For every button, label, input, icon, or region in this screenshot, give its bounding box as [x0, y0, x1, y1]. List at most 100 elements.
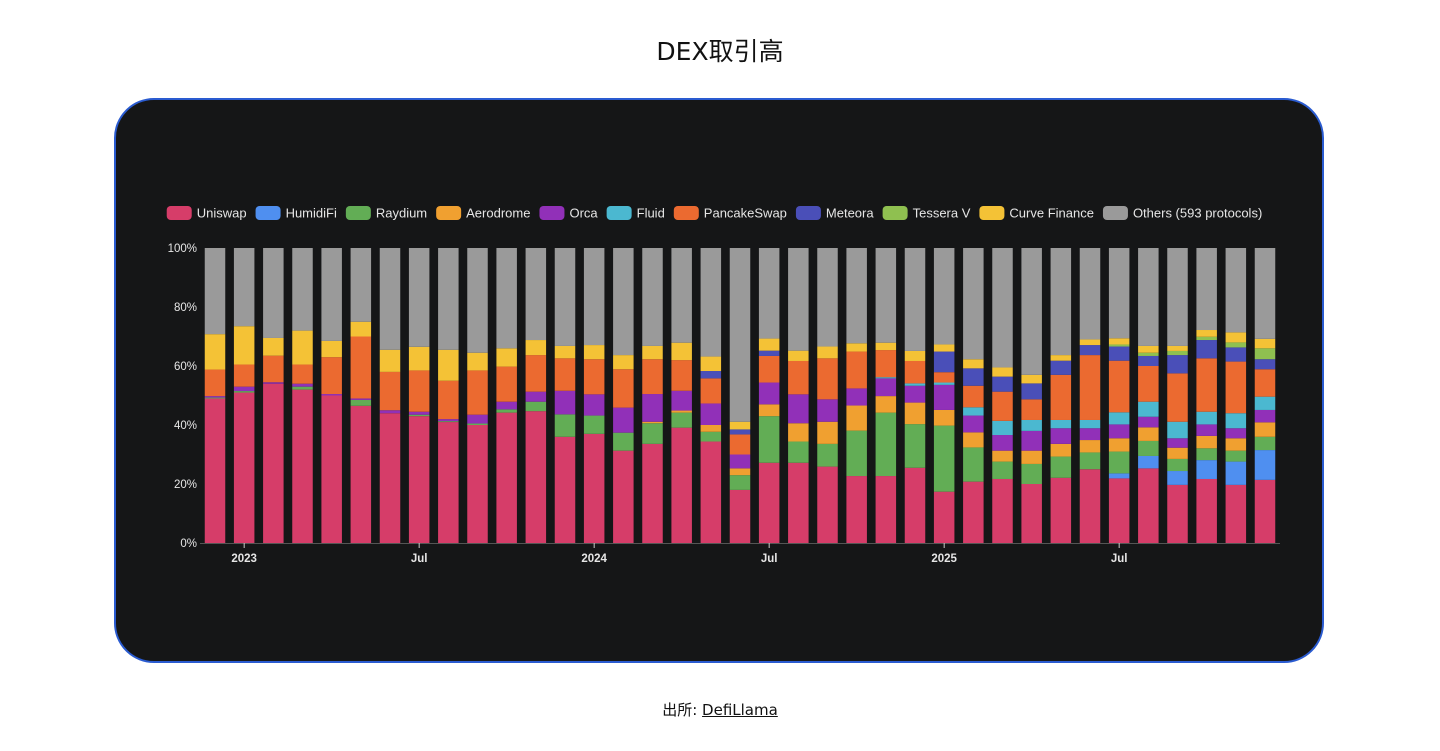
- legend-label: Raydium: [376, 206, 427, 221]
- bar-segment-orca: [1254, 409, 1276, 423]
- bar-segment-uniswap: [700, 441, 722, 543]
- bar-segment-others-593-protocols-: [1050, 248, 1072, 356]
- bar-segment-pancakeswap: [583, 359, 605, 395]
- bar-segment-others-593-protocols-: [1225, 248, 1247, 333]
- bar-segment-orca: [292, 383, 313, 387]
- legend-label: Meteora: [826, 206, 874, 221]
- bar-segment-curve-finance: [729, 421, 751, 430]
- bar-segment-humidifi: [1196, 460, 1217, 479]
- bar-segment-raydium: [1254, 436, 1276, 451]
- legend-swatch-raydium: [345, 206, 371, 220]
- bar-segment-uniswap: [1108, 478, 1130, 543]
- bar-segment-pancakeswap: [1138, 366, 1159, 402]
- bar-segment-aerodrome: [1138, 427, 1159, 441]
- bar-segment-pancakeswap: [788, 360, 809, 395]
- bar-segment-uniswap: [554, 436, 576, 543]
- bar-segment-meteora: [1108, 346, 1130, 361]
- bar-segment-others-593-protocols-: [992, 248, 1013, 368]
- legend-swatch-aerodrome: [436, 206, 462, 220]
- bar-segment-meteora: [1021, 383, 1042, 400]
- bar-segment-pancakeswap: [671, 360, 692, 391]
- bar-segment-curve-finance: [292, 330, 313, 365]
- bar-segment-raydium: [233, 391, 255, 393]
- bar-segment-pancakeswap: [321, 357, 342, 395]
- bar-segment-aerodrome: [904, 402, 926, 425]
- bar-segment-pancakeswap: [1167, 373, 1188, 422]
- bar-segment-curve-finance: [1021, 374, 1042, 384]
- bar-segment-others-593-protocols-: [525, 248, 547, 341]
- source-link[interactable]: DefiLlama: [702, 701, 778, 719]
- bar-segment-orca: [233, 386, 255, 392]
- bar-segment-curve-finance: [992, 367, 1013, 377]
- bar-segment-orca: [1079, 428, 1101, 441]
- bar-segment-fluid: [963, 407, 984, 416]
- bar-segment-raydium: [1167, 458, 1188, 472]
- bar-segment-uniswap: [992, 478, 1013, 543]
- bar-segment-pancakeswap: [1079, 355, 1101, 420]
- bar-segment-fluid: [1225, 413, 1247, 429]
- bar-segment-raydium: [438, 421, 459, 423]
- bar-segment-uniswap: [1225, 484, 1247, 543]
- bar-segment-orca: [525, 391, 547, 402]
- bar-segment-raydium: [1050, 456, 1072, 478]
- stacked-bar-chart: Uniswap HumidiFi Raydium Aerodrome Orca Fluid…: [166, 206, 1280, 565]
- bar-segment-pancakeswap: [933, 372, 955, 383]
- bar-segment-fluid: [1254, 396, 1276, 410]
- bar-segment-fluid: [904, 383, 926, 386]
- bar-segment-others-593-protocols-: [933, 248, 955, 345]
- bar-segment-pancakeswap: [204, 369, 226, 397]
- bar-segment-humidifi: [1108, 473, 1130, 479]
- bar-segment-fluid: [1138, 401, 1159, 417]
- bar-segment-pancakeswap: [525, 355, 547, 392]
- bar-segment-pancakeswap: [233, 364, 255, 387]
- bar-segment-fluid: [1079, 419, 1101, 429]
- bar-segment-others-593-protocols-: [1079, 248, 1101, 340]
- bar-segment-uniswap: [467, 425, 488, 543]
- bar-segment-aerodrome: [1079, 440, 1101, 453]
- bar-segment-tessera-v: [1225, 342, 1247, 348]
- legend-swatch-uniswap: [166, 206, 192, 220]
- bar-segment-raydium: [204, 397, 226, 399]
- bar-segment-others-593-protocols-: [904, 248, 926, 351]
- bar-segment-meteora: [963, 368, 984, 386]
- bar-segment-others-593-protocols-: [1196, 248, 1217, 331]
- bar-segment-orca: [1050, 428, 1072, 444]
- bar-segment-meteora: [933, 351, 955, 373]
- bar-segment-aerodrome: [642, 421, 663, 424]
- bar-segment-others-593-protocols-: [1021, 248, 1042, 375]
- source-label: 出所:: [662, 701, 698, 719]
- bar-segment-raydium: [1108, 451, 1130, 474]
- bar-segment-raydium: [904, 424, 926, 468]
- bar-segment-raydium: [554, 414, 576, 437]
- bar-segment-curve-finance: [758, 338, 780, 351]
- bar-segment-others-593-protocols-: [1254, 248, 1276, 339]
- bar-segment-fluid: [1108, 412, 1130, 425]
- bar-segment-curve-finance: [1225, 332, 1247, 343]
- bar-segment-uniswap: [758, 462, 780, 543]
- bar-segment-aerodrome: [1021, 450, 1042, 464]
- bar-segment-others-593-protocols-: [758, 248, 780, 339]
- bar-segment-curve-finance: [933, 344, 955, 352]
- legend-label: HumidiFi: [286, 206, 337, 221]
- bar-segment-uniswap: [233, 392, 255, 543]
- bar-segment-uniswap: [438, 422, 459, 543]
- bar-segment-pancakeswap: [1021, 399, 1042, 420]
- bar-segment-aerodrome: [817, 421, 838, 444]
- bar-segment-orca: [204, 396, 226, 398]
- bar-segment-humidifi: [1138, 455, 1159, 469]
- legend-label: Orca: [569, 206, 598, 221]
- bar-segment-others-593-protocols-: [875, 248, 897, 343]
- bar-segment-uniswap: [321, 395, 342, 543]
- x-tick-label: Jul: [411, 553, 428, 565]
- x-tick-label: 2023: [231, 553, 257, 565]
- bar-segment-curve-finance: [496, 348, 517, 367]
- bar-segment-aerodrome: [671, 410, 692, 413]
- bar-segment-others-593-protocols-: [1138, 248, 1159, 346]
- bar-segment-others-593-protocols-: [496, 248, 517, 349]
- bar-segment-curve-finance: [379, 349, 401, 372]
- bar-segment-raydium: [1079, 452, 1101, 470]
- bar-segment-uniswap: [1021, 484, 1042, 543]
- bar-segment-uniswap: [642, 443, 663, 543]
- bar-segment-meteora: [1079, 345, 1101, 356]
- bar-segment-curve-finance: [1196, 330, 1217, 337]
